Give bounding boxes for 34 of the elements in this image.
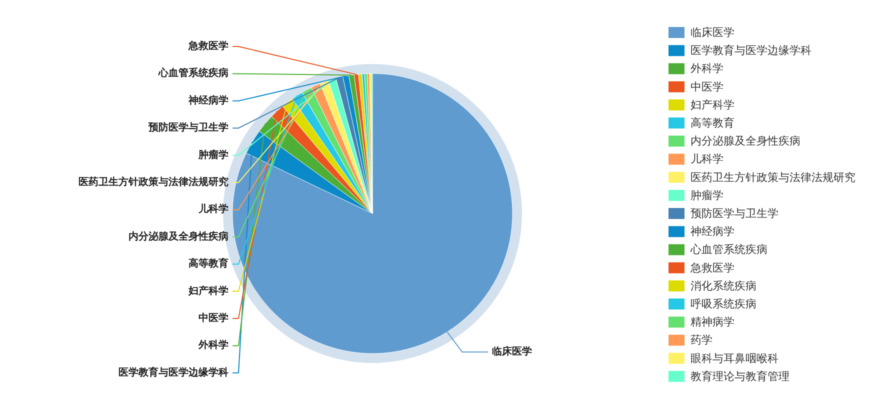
legend-label: 医药卫生方针政策与法律法规研究 [690,170,856,184]
legend-label: 肿瘤学 [690,188,724,202]
slice-label: 急救医学 [188,40,228,52]
legend-label: 精神病学 [690,316,734,329]
legend-label: 外科学 [690,62,724,76]
slice-label: 儿科学 [198,203,228,216]
legend-label: 神经病学 [690,225,734,238]
legend-label: 呼吸系统疾病 [690,298,756,310]
slice-label: 临床医学 [492,345,532,358]
legend-label: 高等教育 [690,116,734,130]
legend-label: 儿科学 [690,152,724,166]
slice-label: 预防医学与卫生学 [148,122,228,134]
slice-label: 医药卫生方针政策与法律法规研究 [78,176,228,188]
slice-label: 肿瘤学 [198,148,228,161]
legend-label: 药学 [690,334,712,347]
slice-label: 妇产科学 [188,284,228,297]
legend-label: 预防医学与卫生学 [690,207,778,220]
slice-label: 中医学 [198,312,228,324]
legend-label: 心血管系统疾病 [690,243,768,256]
legend-label: 消化系统疾病 [690,279,756,292]
slice-label: 外科学 [198,339,228,352]
legend-label: 妇产科学 [690,98,734,112]
slice-label: 高等教育 [188,258,228,270]
legend-label: 急救医学 [690,261,734,274]
slice-label: 医学教育与医学边缘学科 [118,366,228,378]
legend-label: 临床医学 [690,26,734,39]
legend-label: 教育理论与教育管理 [690,370,790,383]
legend-label: 医学教育与医学边缘学科 [690,44,812,58]
slice-label: 神经病学 [188,94,228,106]
legend-label: 中医学 [690,80,724,94]
legend-label: 内分泌腺及全身性疾病 [690,134,800,148]
slice-label: 心血管系统疾病 [158,67,228,80]
slice-label: 内分泌腺及全身性疾病 [128,230,228,242]
legend-label: 眼科与耳鼻咽喉科 [690,352,778,365]
